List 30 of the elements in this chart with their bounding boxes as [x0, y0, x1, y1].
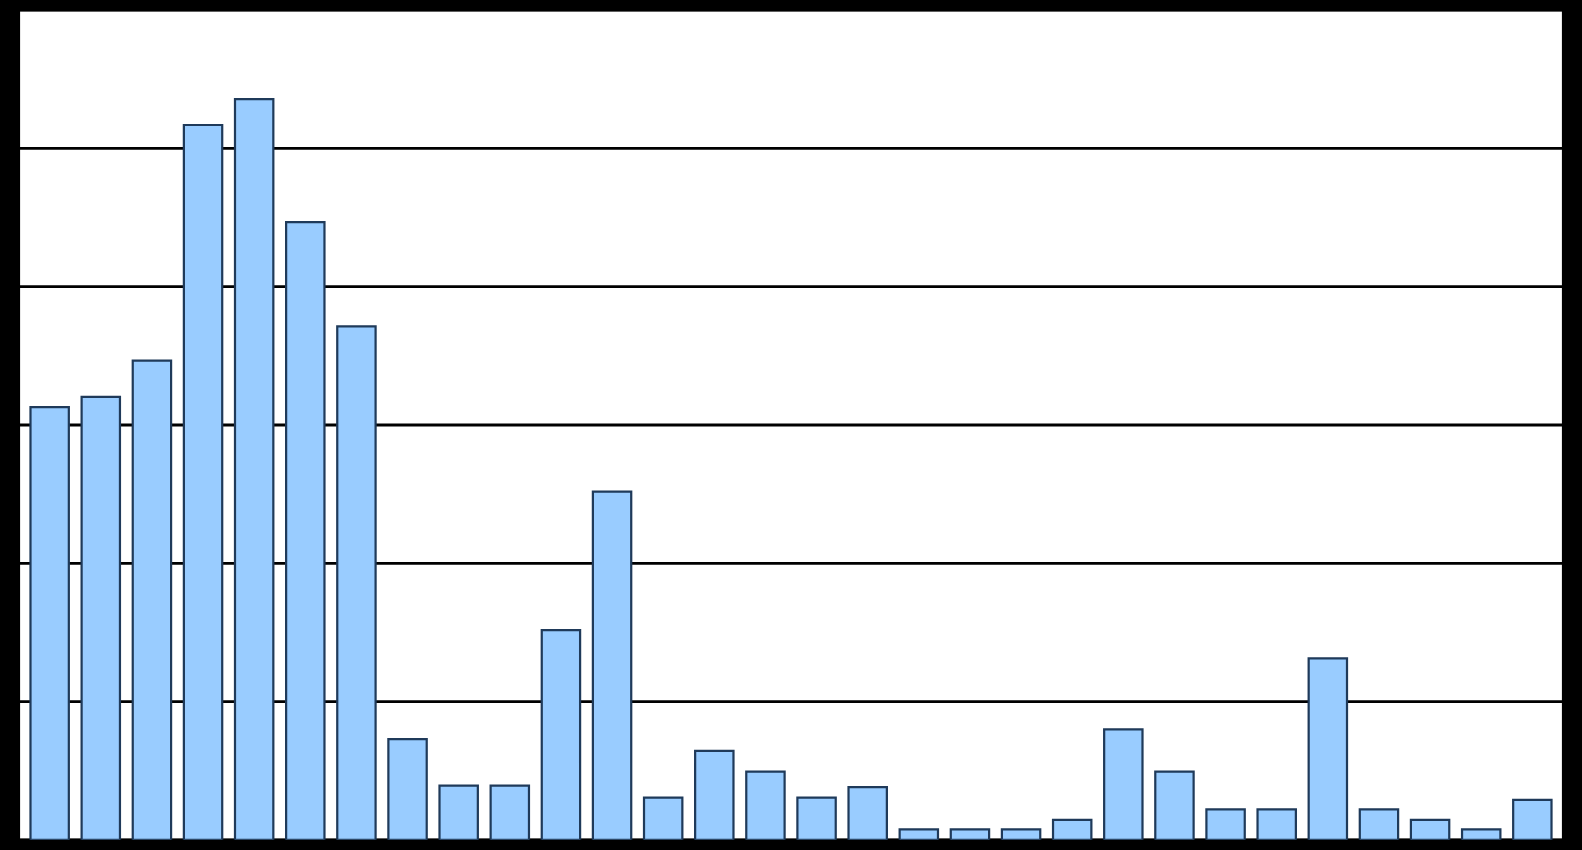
bar: [694, 749, 735, 840]
bar: [29, 406, 70, 840]
bar: [336, 325, 377, 840]
bar: [182, 123, 224, 840]
bar: [1051, 818, 1093, 840]
bar: [1358, 808, 1400, 840]
bar: [591, 490, 633, 840]
bar: [489, 784, 531, 840]
bar: [80, 395, 122, 840]
bar: [285, 220, 326, 840]
bar: [233, 97, 275, 840]
bar: [387, 737, 428, 840]
bar: [131, 359, 173, 840]
bar: [1103, 728, 1144, 840]
bar: [1205, 808, 1246, 840]
bar: [1154, 770, 1195, 840]
bar: [1256, 808, 1297, 840]
bar: [796, 796, 837, 840]
bar: [642, 796, 684, 840]
bar: [847, 786, 888, 840]
bar: [949, 828, 991, 840]
bar: [1307, 657, 1349, 840]
bar: [898, 828, 940, 840]
bar: [1000, 828, 1042, 840]
bar: [1460, 828, 1502, 840]
bar: [1409, 818, 1451, 840]
bar: [540, 629, 582, 840]
bar: [745, 770, 786, 840]
bar: [1512, 798, 1553, 840]
bar: [438, 784, 479, 840]
